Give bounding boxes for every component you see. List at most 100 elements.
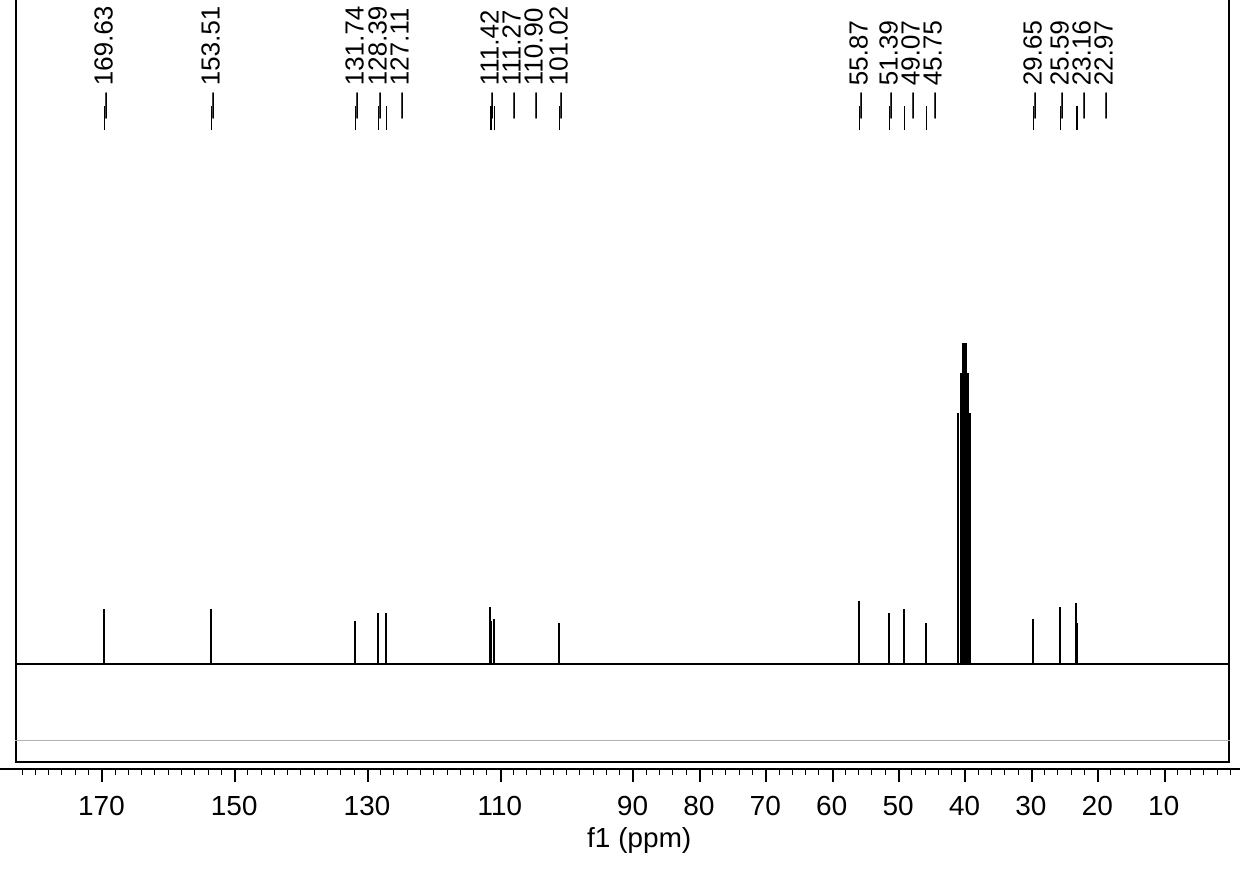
- x-tick-minor: [314, 768, 315, 775]
- peak-label-connector: [1060, 106, 1061, 130]
- x-tick-minor: [88, 768, 89, 775]
- x-tick-minor: [672, 768, 673, 775]
- x-tick-minor: [646, 768, 647, 775]
- peak-label: — 55.87: [844, 20, 875, 118]
- x-tick-label: 110: [477, 790, 522, 822]
- x-tick-minor: [1004, 768, 1005, 775]
- peak-label-connector: [1033, 106, 1034, 130]
- x-tick-minor: [486, 768, 487, 775]
- x-tick-major: [898, 768, 900, 782]
- x-tick-minor: [991, 768, 992, 775]
- x-tick-minor: [659, 768, 660, 775]
- x-tick-minor: [261, 768, 262, 775]
- x-tick-minor: [1071, 768, 1072, 775]
- x-tick-minor: [61, 768, 62, 775]
- x-tick-minor: [686, 768, 687, 775]
- x-tick-minor: [566, 768, 567, 775]
- x-tick-minor: [194, 768, 195, 775]
- x-tick-minor: [447, 768, 448, 775]
- x-tick-major: [367, 768, 369, 782]
- spectrum-peak: [969, 413, 971, 663]
- x-tick-minor: [619, 768, 620, 775]
- x-tick-major: [964, 768, 966, 782]
- x-tick-minor: [380, 768, 381, 775]
- x-tick-minor: [725, 768, 726, 775]
- x-tick-minor: [871, 768, 872, 775]
- x-tick-minor: [208, 768, 209, 775]
- x-tick-minor: [141, 768, 142, 775]
- spectrum-peak: [903, 609, 905, 663]
- spectrum-peak: [1059, 607, 1061, 663]
- peak-label-connector: [211, 106, 212, 130]
- x-tick-label: 130: [344, 790, 391, 822]
- peak-label: — 101.02: [544, 6, 575, 119]
- x-tick-minor: [1203, 768, 1204, 775]
- x-tick-label: 90: [617, 790, 648, 822]
- peak-label-connector: [1077, 106, 1078, 130]
- spectrum-peak: [888, 613, 890, 663]
- x-tick-minor: [818, 768, 819, 775]
- x-tick-minor: [247, 768, 248, 775]
- x-tick-minor: [1057, 768, 1058, 775]
- x-tick-minor: [327, 768, 328, 775]
- x-tick-minor: [274, 768, 275, 775]
- spectrum-peak: [558, 623, 560, 663]
- x-tick-minor: [1137, 768, 1138, 775]
- x-tick-minor: [393, 768, 394, 775]
- peak-label-connector: [889, 106, 890, 130]
- peak-label: — 153.51: [195, 6, 226, 119]
- x-tick-minor: [287, 768, 288, 775]
- x-tick-minor: [858, 768, 859, 775]
- x-tick-label: 80: [683, 790, 714, 822]
- x-tick-minor: [181, 768, 182, 775]
- spectrum-peak: [354, 621, 356, 663]
- x-tick-minor: [473, 768, 474, 775]
- peak-label-connector: [904, 106, 905, 130]
- peak-label-connector: [355, 106, 356, 130]
- x-tick-major: [1031, 768, 1033, 782]
- peak-label: — 45.75: [918, 20, 949, 118]
- x-tick-major: [632, 768, 634, 782]
- x-tick-minor: [221, 768, 222, 775]
- spectrum-peak: [960, 373, 963, 663]
- x-tick-minor: [48, 768, 49, 775]
- x-tick-minor: [978, 768, 979, 775]
- x-tick-label: 60: [816, 790, 847, 822]
- x-tick-label: 10: [1148, 790, 1179, 822]
- x-tick-minor: [885, 768, 886, 775]
- x-tick-minor: [22, 768, 23, 775]
- x-tick-minor: [792, 768, 793, 775]
- spectrum-peak: [385, 613, 387, 663]
- x-tick-label: 70: [750, 790, 781, 822]
- x-tick-minor: [1018, 768, 1019, 775]
- x-tick-minor: [420, 768, 421, 775]
- x-tick-minor: [1124, 768, 1125, 775]
- x-tick-minor: [115, 768, 116, 775]
- x-tick-major: [101, 768, 103, 782]
- x-tick-label: 40: [949, 790, 980, 822]
- x-tick-major: [234, 768, 236, 782]
- peak-label-connector: [559, 106, 560, 130]
- peak-label-connector: [859, 106, 860, 130]
- x-tick-minor: [845, 768, 846, 775]
- x-tick-label: 50: [882, 790, 913, 822]
- x-tick-minor: [951, 768, 952, 775]
- x-tick-minor: [407, 768, 408, 775]
- x-tick-label: 30: [1015, 790, 1046, 822]
- x-tick-minor: [513, 768, 514, 775]
- x-tick-label: 20: [1082, 790, 1113, 822]
- x-tick-minor: [739, 768, 740, 775]
- x-tick-minor: [354, 768, 355, 775]
- x-tick-minor: [1044, 768, 1045, 775]
- x-axis-label: f1 (ppm): [587, 822, 691, 854]
- nmr-spectrum-chart: — 169.63— 153.51— 131.74— 128.39— 127.11…: [0, 0, 1240, 869]
- x-tick-minor: [712, 768, 713, 775]
- peak-label-connector: [378, 106, 379, 130]
- spectrum-peak: [1076, 623, 1078, 663]
- spectrum-peak: [858, 601, 860, 663]
- x-tick-minor: [460, 768, 461, 775]
- spectrum-peak: [103, 609, 105, 663]
- x-tick-minor: [1084, 768, 1085, 775]
- x-tick-minor: [805, 768, 806, 775]
- spectrum-peak: [210, 609, 212, 663]
